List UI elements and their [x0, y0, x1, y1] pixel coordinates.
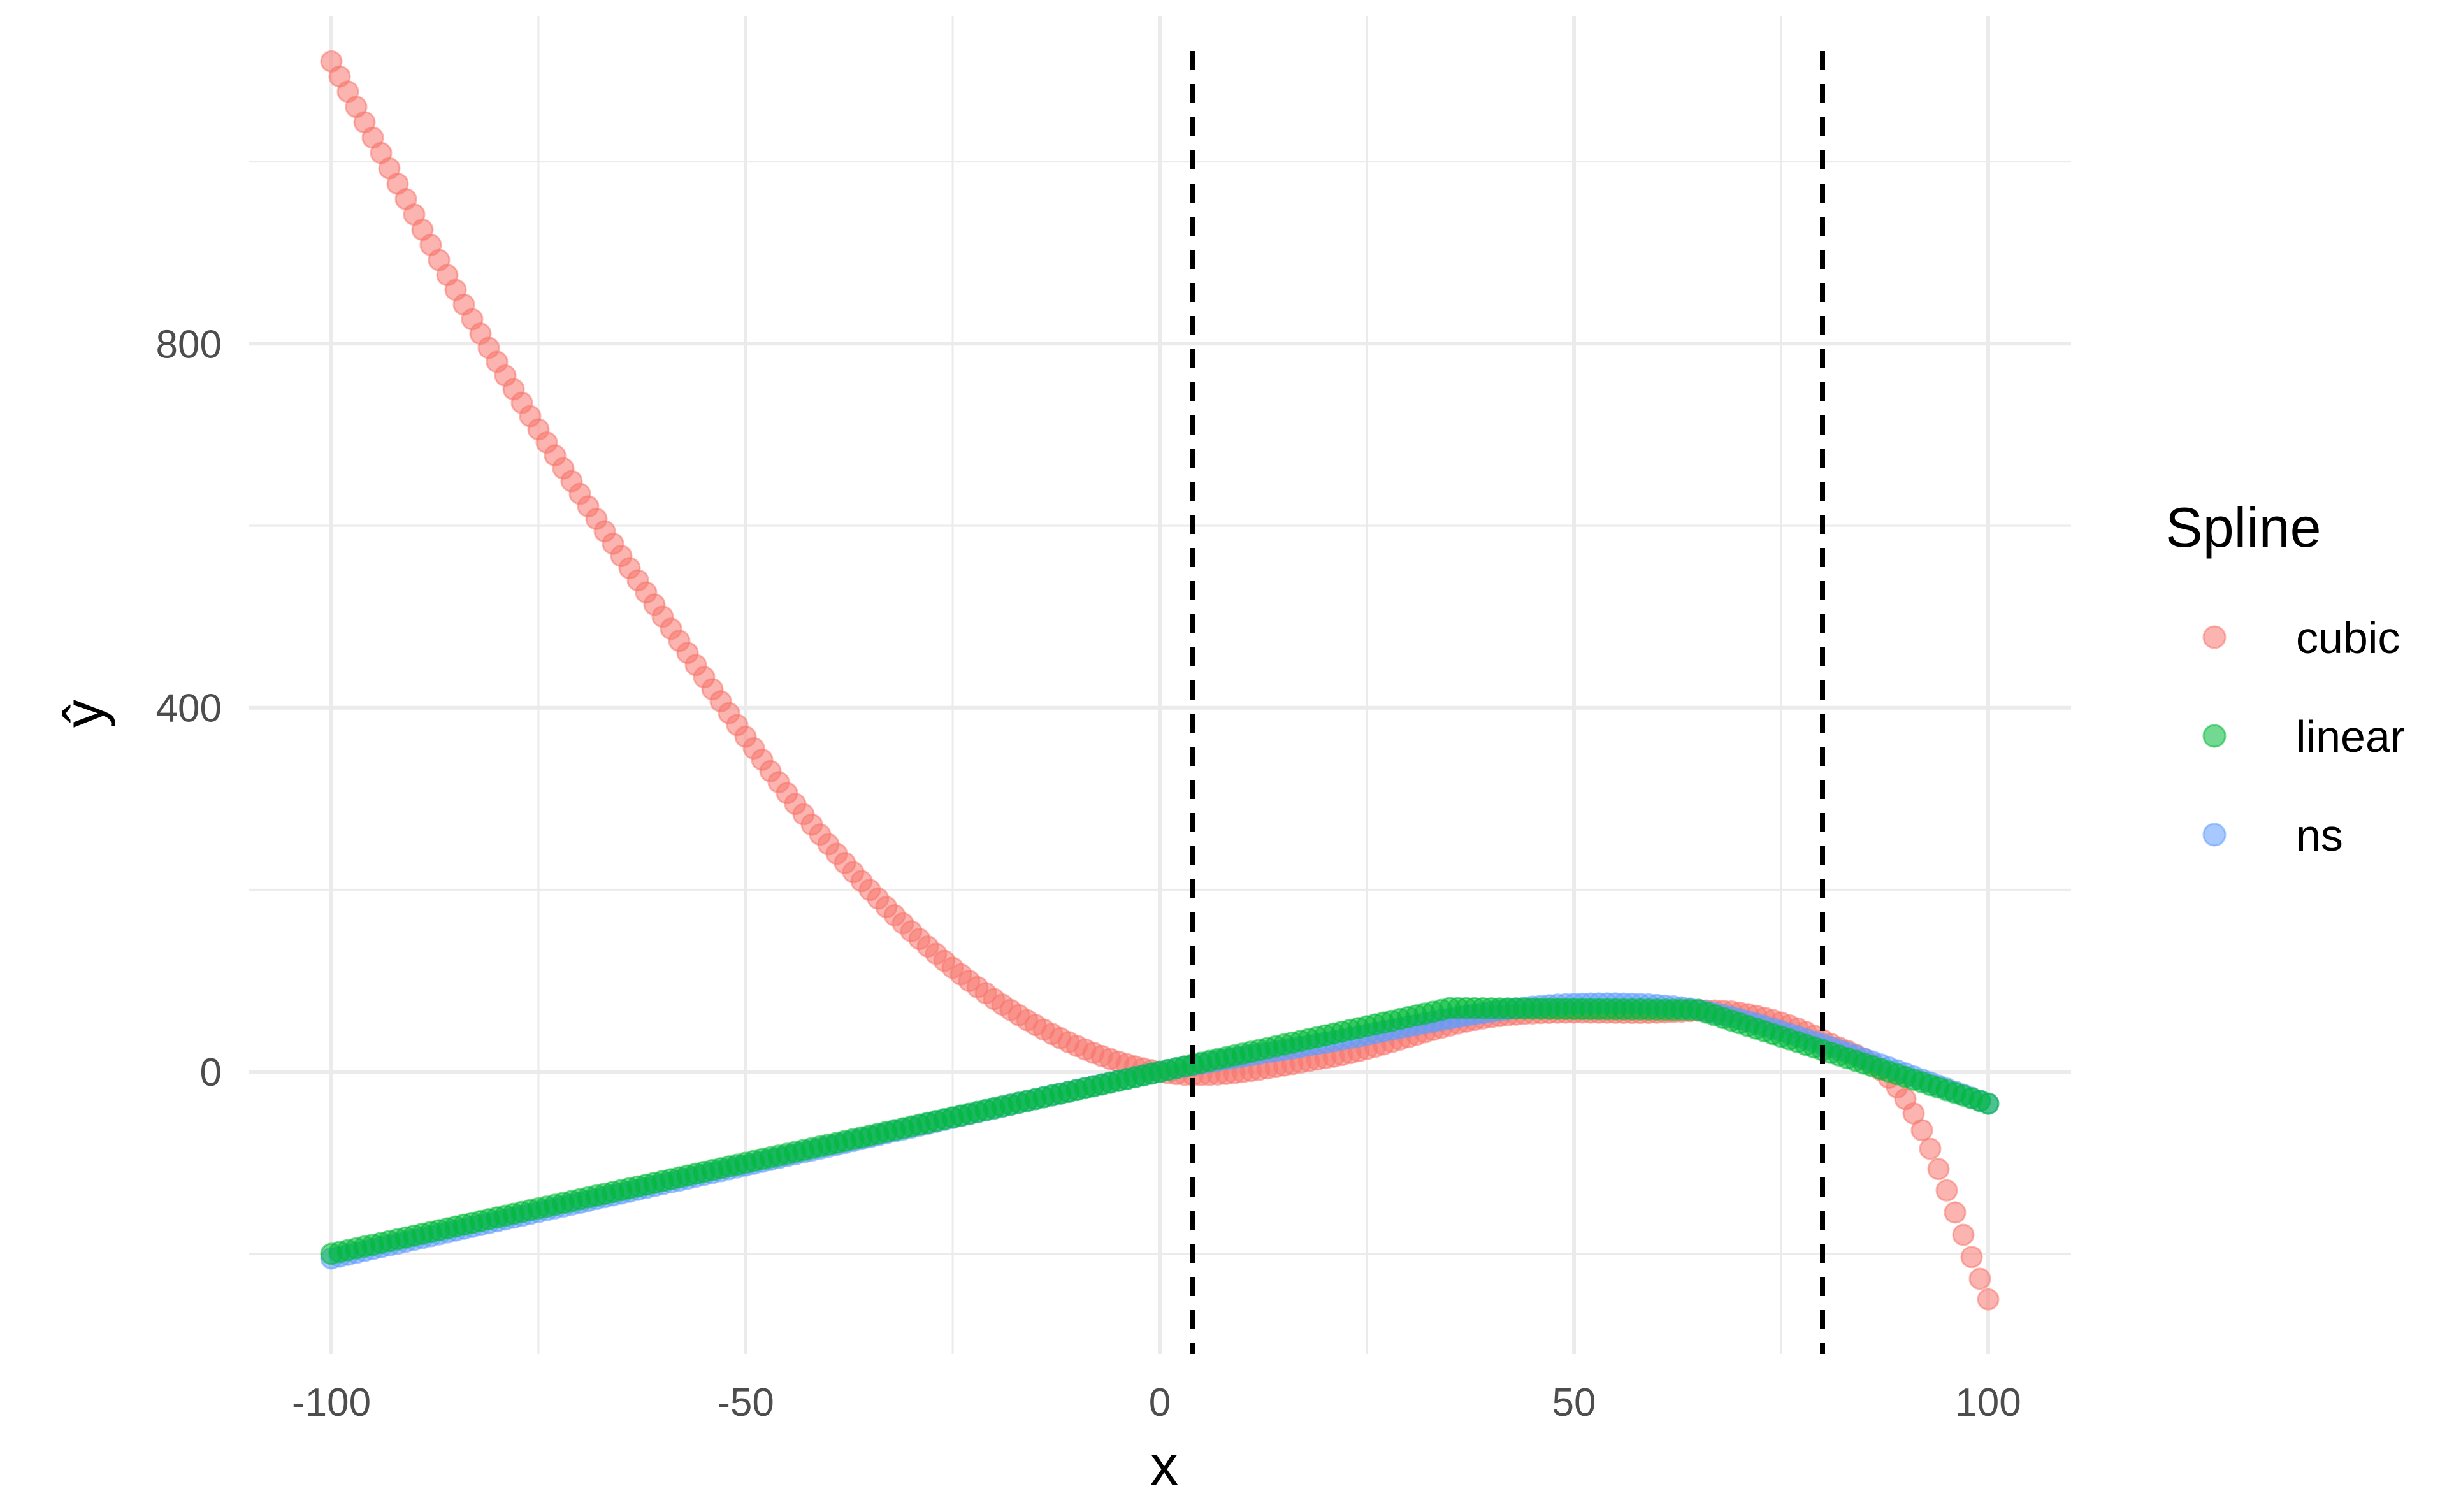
legend-label-ns: ns: [2296, 810, 2343, 860]
y-tick-labels: 0 400 800: [156, 322, 222, 1095]
point-cubic: [1935, 1179, 1958, 1202]
point-cubic: [1977, 1288, 2000, 1311]
point-cubic: [1944, 1201, 1967, 1224]
x-tick-label: 0: [1149, 1381, 1171, 1425]
point-cubic: [1919, 1137, 1942, 1160]
knot-lines: [1190, 51, 1825, 1354]
series-linear: [320, 997, 2000, 1265]
point-cubic: [1927, 1158, 1950, 1181]
y-axis-title: ŷ: [52, 700, 115, 728]
x-tick-label: -100: [292, 1381, 371, 1425]
point-cubic: [1960, 1246, 1983, 1269]
series-layer: [320, 50, 2000, 1311]
grid-major: [249, 16, 2071, 1354]
point-cubic: [1952, 1223, 1975, 1246]
legend-items: cubic linear ns: [2202, 613, 2405, 860]
x-tick-labels: -100 -50 0 50 100: [292, 1381, 2021, 1425]
legend-title: Spline: [2165, 496, 2321, 559]
legend-key-linear: [2202, 724, 2227, 748]
legend: Spline cubic linear ns: [2165, 496, 2405, 860]
x-tick-label: 100: [1955, 1381, 2021, 1425]
legend-label-cubic: cubic: [2296, 613, 2400, 663]
legend-key-cubic: [2202, 625, 2227, 649]
x-tick-label: 50: [1552, 1381, 1596, 1425]
y-tick-label: 800: [156, 322, 222, 366]
point-cubic: [1968, 1267, 1991, 1290]
point-linear: [1977, 1092, 2000, 1115]
y-tick-label: 400: [156, 687, 222, 731]
x-tick-label: -50: [717, 1381, 774, 1425]
point-cubic: [1910, 1119, 1933, 1142]
legend-key-ns: [2202, 823, 2227, 847]
x-axis-title: x: [1150, 1434, 1178, 1497]
legend-label-linear: linear: [2296, 712, 2405, 761]
y-tick-label: 0: [200, 1051, 222, 1095]
